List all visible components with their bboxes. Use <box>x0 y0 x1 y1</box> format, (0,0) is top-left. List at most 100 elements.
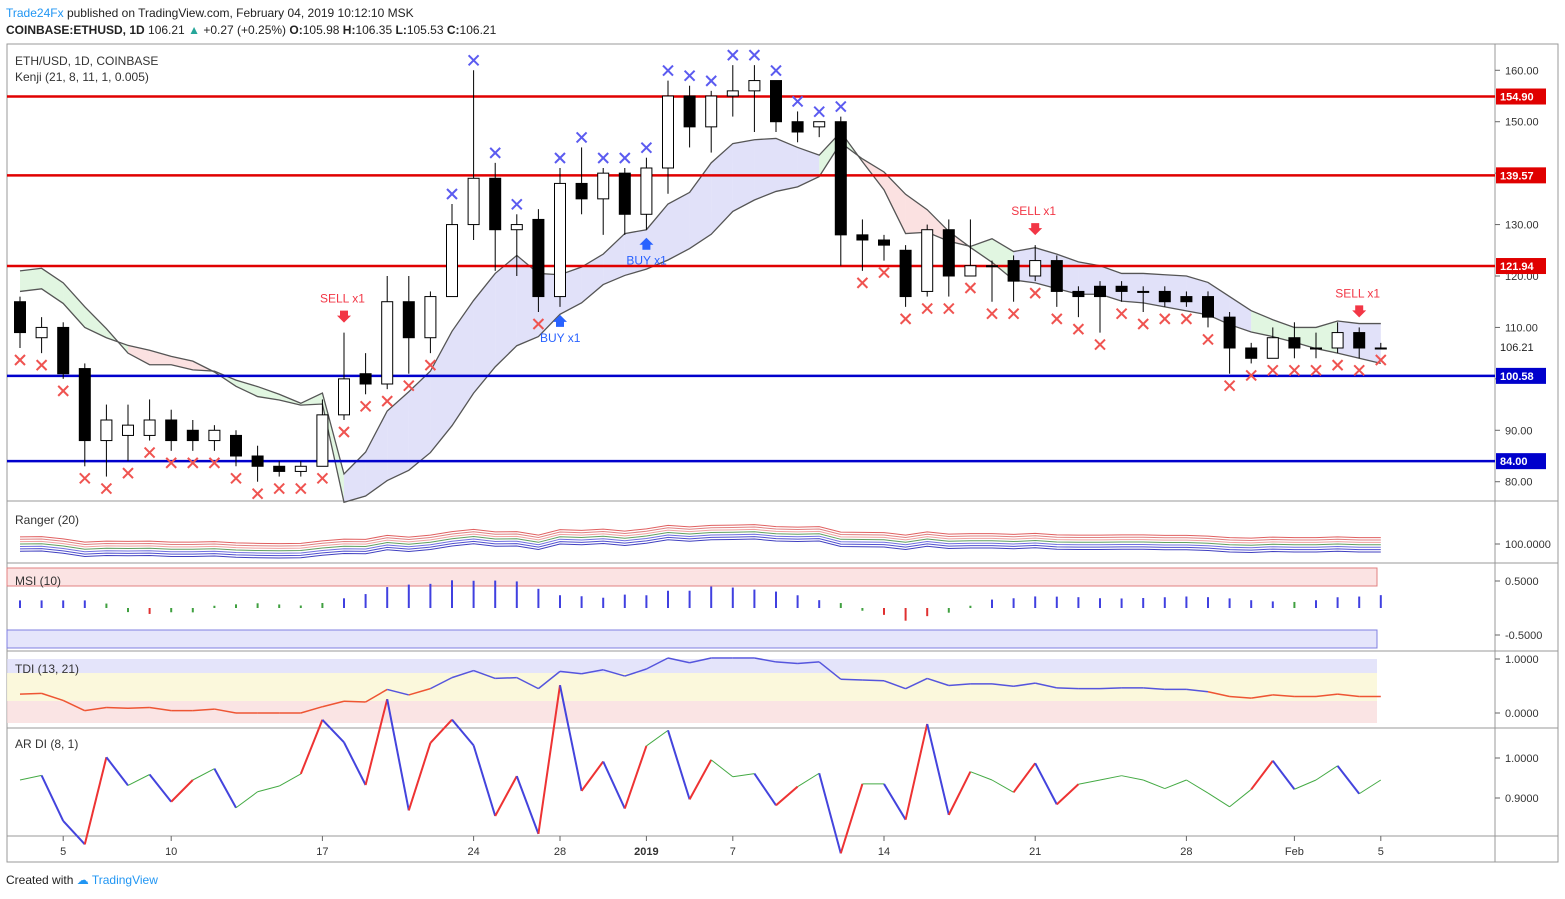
candle-body[interactable] <box>14 301 26 334</box>
candle-body[interactable] <box>640 167 653 215</box>
candle-body[interactable] <box>165 419 178 442</box>
candle-body[interactable] <box>1266 337 1279 359</box>
kenji-cloud-segment <box>603 233 625 285</box>
candle-body[interactable] <box>1180 296 1193 303</box>
candle-body[interactable] <box>532 218 545 298</box>
candle-body[interactable] <box>186 429 199 442</box>
candle-body[interactable] <box>899 249 912 298</box>
candle-body[interactable] <box>489 177 502 231</box>
tdi-line-segment <box>430 676 453 690</box>
candle-body[interactable] <box>618 172 631 215</box>
candle-body[interactable] <box>1007 260 1020 282</box>
low-label: L: <box>395 23 407 37</box>
candle-body[interactable] <box>1202 296 1214 318</box>
candle-body[interactable] <box>35 326 48 339</box>
candle-body[interactable] <box>143 419 156 436</box>
candle-body[interactable] <box>294 465 307 472</box>
candle-body[interactable] <box>1115 285 1128 292</box>
x-marker-stroke <box>1267 364 1279 376</box>
x-marker <box>705 75 717 87</box>
candle-body[interactable] <box>381 301 394 385</box>
level-price-tag <box>1496 367 1546 384</box>
ardi-line-segment <box>429 718 453 744</box>
candle-body[interactable] <box>942 229 955 277</box>
candle-body[interactable] <box>1137 290 1150 293</box>
candle-body[interactable] <box>1158 290 1171 303</box>
candle-body[interactable] <box>921 229 934 292</box>
candle-body[interactable] <box>1288 337 1301 349</box>
candle-body[interactable] <box>230 434 242 457</box>
candle-body[interactable] <box>446 224 458 298</box>
candle-body[interactable] <box>1050 260 1063 292</box>
candle-body[interactable] <box>1245 347 1258 359</box>
ardi-pane[interactable] <box>19 684 1382 854</box>
candle-body[interactable] <box>662 95 674 169</box>
candle-body[interactable] <box>575 182 588 200</box>
candle-body[interactable] <box>834 121 847 236</box>
candle-body[interactable] <box>510 224 523 231</box>
x-marker-stroke <box>1094 338 1106 351</box>
candle-body[interactable] <box>986 265 998 268</box>
candle-body[interactable] <box>251 455 264 467</box>
main-pane[interactable]: SELL x1 BUY x1 BUY x1 SELL x1 SELL x1 <box>7 49 1495 504</box>
candle-body[interactable] <box>1374 347 1387 350</box>
x-marker-stroke <box>79 472 91 484</box>
candle-body[interactable] <box>316 414 329 467</box>
candle-body[interactable] <box>726 90 739 97</box>
kenji-cloud-segment <box>20 268 42 292</box>
sell-signal-label: SELL x1 <box>320 292 365 306</box>
axes: 160.00150.00140.00130.00120.00110.00100.… <box>60 65 1551 858</box>
x-marker-stroke <box>338 426 350 438</box>
ranger-pane[interactable] <box>19 524 1381 559</box>
x-marker <box>1029 287 1041 299</box>
candle-body[interactable] <box>878 239 890 246</box>
candle-body[interactable] <box>856 234 869 241</box>
candle-body[interactable] <box>467 177 480 226</box>
candle-body[interactable] <box>359 373 372 385</box>
msi-pane[interactable] <box>6 567 1382 649</box>
candle-body[interactable] <box>424 296 437 339</box>
candle-body[interactable] <box>1029 260 1042 277</box>
last-price-tag <box>1496 338 1546 355</box>
tdi-pane[interactable] <box>7 657 1381 723</box>
x-marker-stroke <box>835 100 847 113</box>
candle-body[interactable] <box>683 95 696 128</box>
tdi-line-segment <box>451 669 474 679</box>
candle-body[interactable] <box>705 95 718 128</box>
candle-body[interactable] <box>791 121 804 133</box>
x-marker <box>1223 380 1236 392</box>
publisher-name[interactable]: Trade24Fx <box>6 6 64 20</box>
candle-body[interactable] <box>1310 347 1322 350</box>
candle-body[interactable] <box>78 368 91 442</box>
candle-body[interactable] <box>597 172 610 200</box>
candle-body[interactable] <box>57 326 70 375</box>
candle-body[interactable] <box>100 419 113 442</box>
x-marker <box>79 472 91 484</box>
candle-body[interactable] <box>122 424 134 436</box>
candle-body[interactable] <box>964 265 977 277</box>
symbol-label[interactable]: COINBASE:ETHUSD, 1D <box>6 23 145 37</box>
candle-body[interactable] <box>338 378 350 416</box>
x-marker-stroke <box>316 472 329 484</box>
candle-body[interactable] <box>402 301 415 339</box>
candle-body[interactable] <box>208 429 221 442</box>
level-price-tag <box>1496 453 1546 470</box>
candle-body[interactable] <box>770 80 782 123</box>
candle-body[interactable] <box>1072 290 1085 298</box>
kenji-cloud-segment <box>452 300 474 426</box>
candle-body[interactable] <box>813 121 826 128</box>
candle-body[interactable] <box>554 182 566 298</box>
candle-body[interactable] <box>748 80 761 92</box>
candle-body[interactable] <box>1094 285 1106 298</box>
candle-body[interactable] <box>1331 332 1344 349</box>
x-marker <box>835 100 847 113</box>
open-value: 105.98 <box>302 23 340 37</box>
level-price-tag <box>1496 88 1546 105</box>
candle-body[interactable] <box>1353 332 1366 349</box>
tradingview-link[interactable]: TradingView <box>91 873 158 887</box>
candle-body[interactable] <box>273 465 286 472</box>
x-marker-stroke <box>1072 323 1085 335</box>
tdi-line-segment <box>818 661 842 680</box>
candle-body[interactable] <box>1223 316 1236 349</box>
